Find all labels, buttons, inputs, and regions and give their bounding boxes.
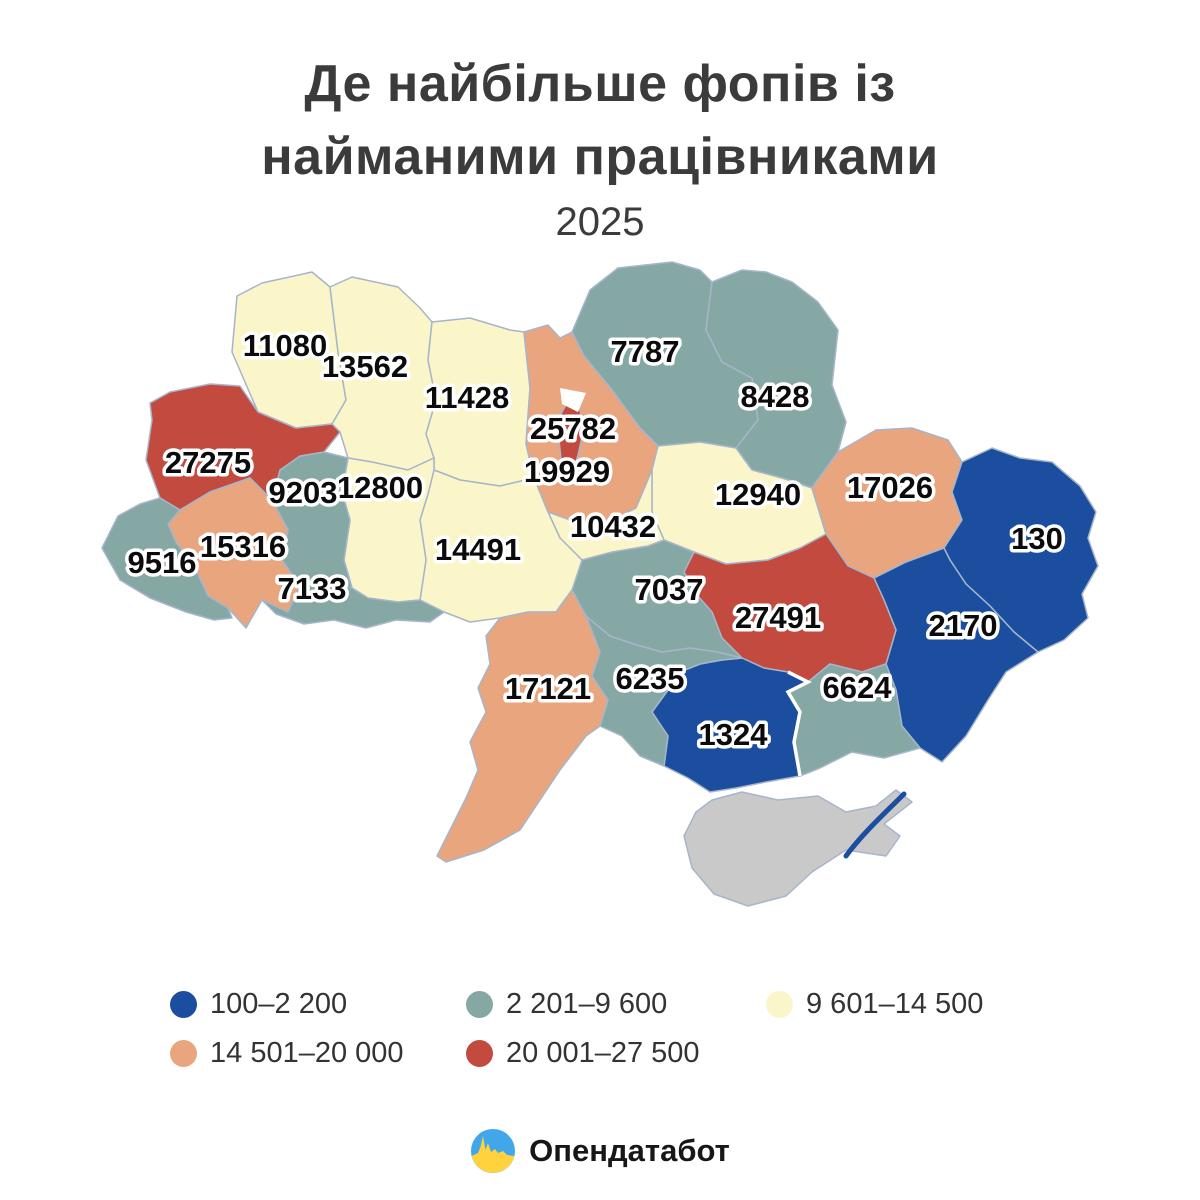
region-label-mykolaiv: 6235	[616, 661, 685, 696]
legend-item-teal: 2 201–9 600	[466, 988, 766, 1021]
legend-item-salmon: 14 501–20 000	[170, 1037, 466, 1070]
footer-brand: Опендатабот	[0, 1128, 1200, 1174]
region-label-cherkasy: 10432	[570, 509, 656, 544]
legend-item-red: 20 001–27 500	[466, 1037, 766, 1070]
region-label-luhansk: 130	[1011, 521, 1063, 556]
legend-label-teal: 2 201–9 600	[506, 988, 668, 1020]
legend-label-yellow: 9 601–14 500	[806, 988, 984, 1020]
region-label-odesa: 17121	[505, 671, 591, 706]
header: Де найбільше фопів із найманими працівни…	[0, 48, 1200, 245]
region-label-dnipropetrovsk: 27491	[735, 600, 821, 635]
legend-swatch-red	[466, 1040, 493, 1067]
region-label-zhytomyr: 11428	[425, 380, 510, 415]
region-odesa	[436, 589, 609, 863]
page-title-line1: Де найбільше фопів із	[304, 55, 896, 113]
legend-swatch-blue	[170, 991, 197, 1018]
region-label-poltava: 12940	[715, 477, 801, 512]
region-label-chernihiv: 7787	[611, 334, 680, 369]
region-chernivtsi	[261, 579, 445, 629]
region-label-kyiv-city: 25782	[530, 411, 616, 446]
region-label-chernivtsi: 7133	[278, 571, 347, 606]
legend-label-salmon: 14 501–20 000	[210, 1037, 404, 1069]
region-label-zaporizhzhia: 6624	[823, 670, 893, 705]
region-label-kharkiv: 17026	[847, 470, 933, 505]
page-title-line2: найманими працівниками	[261, 128, 939, 186]
legend-swatch-teal	[466, 991, 493, 1018]
region-label-volyn: 11080	[243, 328, 328, 363]
legend-swatch-yellow	[766, 991, 793, 1018]
water-layer	[560, 388, 907, 859]
region-zakarpattia	[101, 497, 233, 621]
region-label-ternopil: 9203	[269, 475, 338, 510]
kyiv-reservoir	[560, 388, 586, 412]
region-label-khmelnytskyi: 12800	[337, 470, 423, 505]
region-label-lviv: 27275	[165, 445, 251, 480]
legend-item-yellow: 9 601–14 500	[766, 988, 1096, 1021]
regions-layer	[101, 261, 1099, 907]
region-label-rivne: 13562	[322, 349, 408, 384]
legend: 100–2 200 2 201–9 600 9 601–14 500 14 50…	[170, 988, 1096, 1070]
legend-item-blue: 100–2 200	[170, 988, 466, 1021]
region-label-kyiv-oblast: 19929	[524, 454, 610, 489]
arabat-spit	[843, 791, 907, 859]
legend-label-red: 20 001–27 500	[506, 1037, 700, 1069]
opendatabot-logo	[471, 1129, 516, 1173]
region-label-sumy: 8428	[741, 379, 810, 414]
brand-name: Опендатабот	[529, 1133, 730, 1168]
region-label-donetsk: 2170	[929, 608, 998, 643]
legend-label-blue: 100–2 200	[210, 988, 348, 1020]
region-label-zakarpattia: 9516	[128, 545, 197, 580]
region-crimea	[683, 789, 913, 907]
dnieper-river	[785, 670, 812, 777]
region-label-vinnytsia: 14491	[435, 532, 521, 567]
region-label-kirovohrad: 7037	[635, 572, 704, 607]
logo-waveform	[471, 1136, 515, 1173]
region-kyiv-city	[558, 402, 585, 478]
region-label-ivano-frankivsk: 15316	[200, 529, 286, 564]
subtitle-year: 2025	[555, 200, 645, 244]
region-label-kherson: 1324	[699, 717, 769, 752]
legend-swatch-salmon	[170, 1040, 197, 1067]
